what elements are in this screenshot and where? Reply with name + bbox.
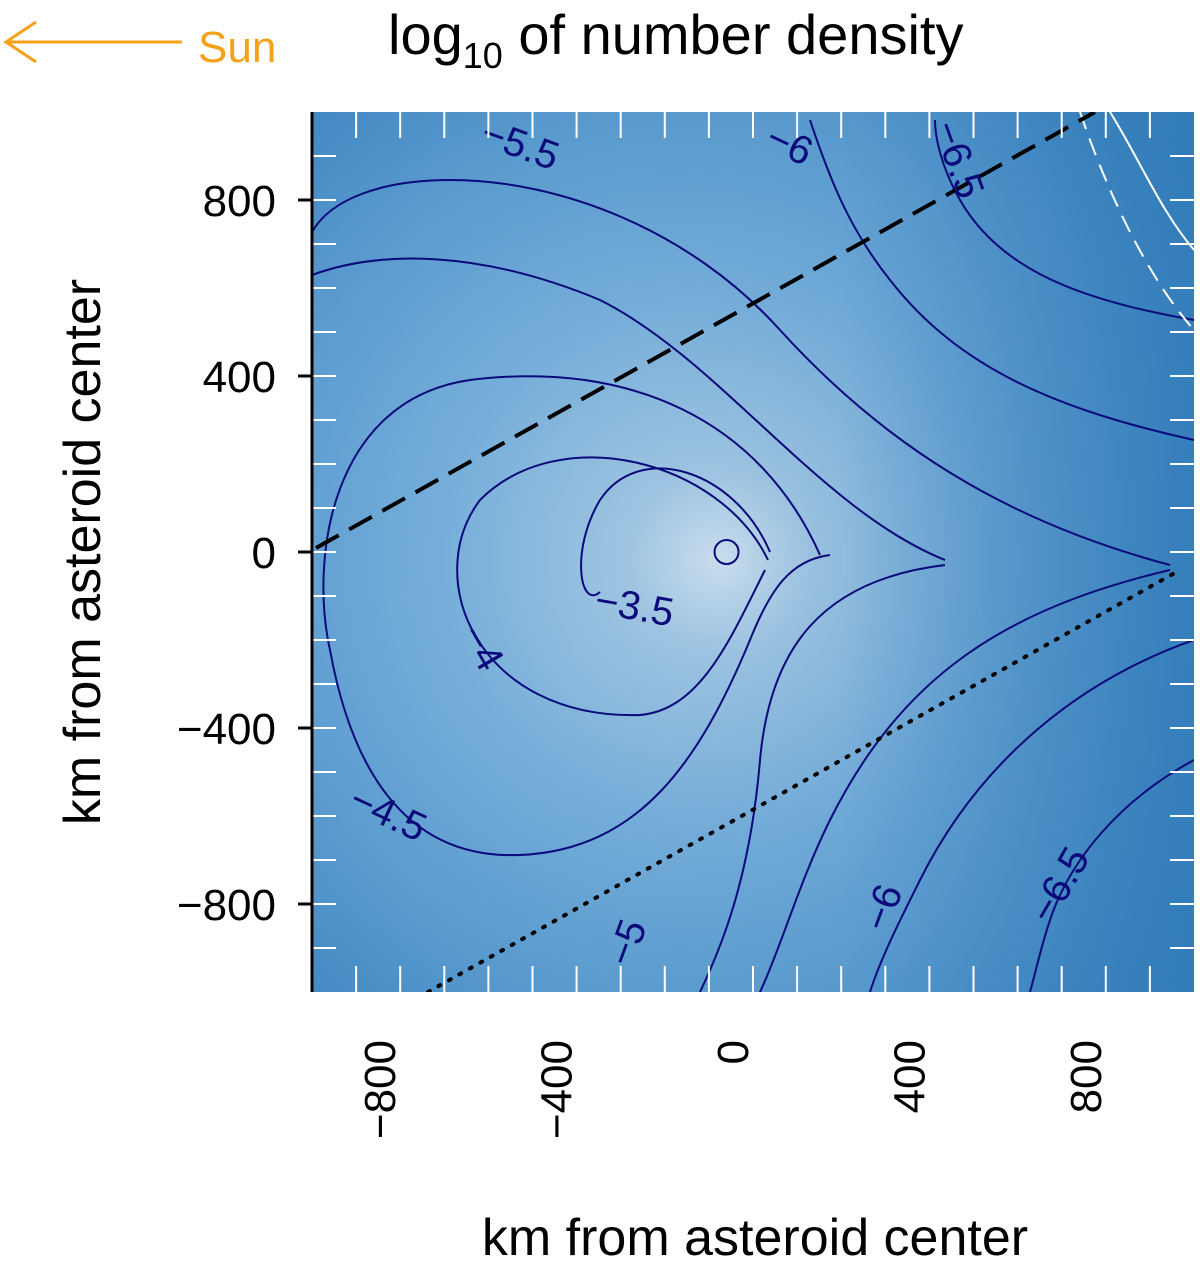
x-ticks: −800 −400 0 400 800 (356, 1040, 1111, 1139)
outer-contour-dashed (1079, 112, 1194, 331)
x-tick-label: 800 (1062, 1040, 1111, 1113)
contour-line-minus-6-5 (934, 119, 1194, 321)
contour-line-minus-5-5-b (759, 569, 1171, 992)
contour-line-minus-3-5 (580, 467, 771, 597)
y-tick-label: −400 (177, 705, 276, 754)
contour-line-minus-4 (456, 456, 769, 717)
x-tick-label: 400 (885, 1040, 934, 1113)
contour-line-minus-5-b (699, 564, 946, 992)
y-axis-title: km from asteroid center (54, 279, 112, 825)
contour-line-minus-5 (312, 257, 946, 561)
dotted-reference-line (426, 568, 1182, 992)
sun-arrow-head (3, 20, 37, 64)
plot-area: −3.5−4−4.5−5−5.5 −6 −6.5−6 −6.5 (312, 112, 1194, 992)
contour-line-minus-6-b (869, 639, 1194, 992)
y-tick-label: −800 (177, 881, 276, 930)
x-axis-title: km from asteroid center (482, 1209, 1028, 1261)
x-tick-label: −800 (356, 1040, 405, 1139)
y-axis: −800 −400 0 400 800 km from asteroid center (54, 112, 314, 992)
asteroid-marker (713, 539, 740, 565)
y-tick-label: 400 (203, 353, 276, 402)
dashed-reference-line (315, 112, 1096, 550)
inner-ticks (312, 112, 1194, 992)
sun-indicator: Sun (3, 20, 276, 72)
contour-line-minus-6-5-b (1029, 759, 1194, 992)
x-tick-label: −400 (533, 1040, 582, 1139)
y-tick-label: 800 (203, 177, 276, 226)
contour-line-minus-6 (809, 119, 1194, 441)
outer-contours (1079, 112, 1194, 331)
chart-title: log10 of number density (388, 3, 963, 76)
title-subscript: 10 (463, 35, 503, 76)
outer-contour-solid (1109, 112, 1194, 251)
x-tick-label: 0 (709, 1040, 758, 1064)
contour-line-minus-5-5 (312, 178, 1171, 566)
contour-lines (312, 119, 1194, 992)
x-axis: −800 −400 0 400 800 km from asteroid center (356, 1040, 1111, 1261)
title-base: log (388, 3, 463, 66)
y-ticks: −800 −400 0 400 800 (177, 177, 312, 930)
title-rest: of number density (503, 3, 964, 66)
y-tick-label: 0 (252, 529, 276, 578)
contour-line-minus-4-5 (322, 375, 831, 857)
sun-label: Sun (198, 23, 276, 72)
